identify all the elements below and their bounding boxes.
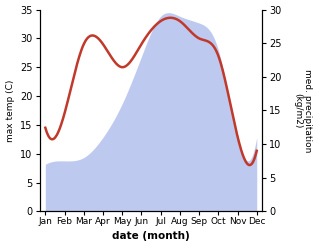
Y-axis label: max temp (C): max temp (C) <box>5 79 15 142</box>
X-axis label: date (month): date (month) <box>112 231 190 242</box>
Y-axis label: med. precipitation
(kg/m2): med. precipitation (kg/m2) <box>293 69 313 152</box>
